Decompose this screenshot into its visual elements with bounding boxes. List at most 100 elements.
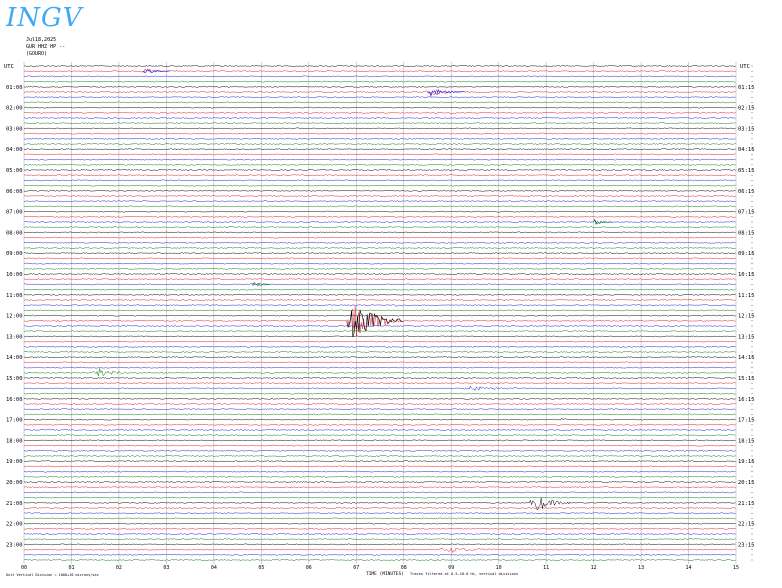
hour-label-right-11: 11:15 <box>738 293 755 299</box>
hour-label-7: 07:00 <box>6 210 23 216</box>
logo-text: INGV <box>6 3 84 33</box>
trace-tick-labels <box>751 65 753 561</box>
hour-label-right-16: 16:15 <box>738 397 755 403</box>
trace-69 <box>23 423 736 426</box>
x-axis-title: TIME (MINUTES) Traces filtered at 0.5-10.… <box>366 572 518 577</box>
trace-66 <box>23 408 736 411</box>
trace-23 <box>23 184 736 187</box>
trace-76 <box>23 460 736 463</box>
trace-86 <box>23 512 736 515</box>
hour-label-right-1: 01:15 <box>738 85 755 91</box>
trace-5 <box>23 89 736 98</box>
trace-50 <box>23 325 736 327</box>
trace-90 <box>23 533 736 535</box>
hour-label-2: 02:00 <box>6 106 23 112</box>
x-tick-05: 05 <box>258 565 264 571</box>
x-tick-02: 02 <box>116 565 122 571</box>
hour-label-4: 04:00 <box>6 147 23 153</box>
hour-label-right-23: 23:15 <box>738 542 755 548</box>
hour-label-right-12: 12:15 <box>738 314 755 320</box>
trace-12 <box>23 127 736 130</box>
hour-label-17: 17:00 <box>6 418 23 424</box>
trace-9 <box>23 111 736 114</box>
trace-4 <box>23 85 736 89</box>
hour-label-18: 18:00 <box>6 438 23 444</box>
trace-48 <box>23 314 736 317</box>
trace-62 <box>23 385 736 391</box>
hour-label-right-5: 05:15 <box>738 168 755 174</box>
filter-note: Traces filtered at 0.5-10.0 Hz, vertical… <box>409 572 519 576</box>
hour-label-right-8: 08:15 <box>738 230 755 236</box>
hour-label-11: 11:00 <box>6 293 23 299</box>
trace-1 <box>23 68 736 73</box>
hour-label-right-22: 22:15 <box>738 522 755 528</box>
x-tick-07: 07 <box>353 565 359 571</box>
trace-21 <box>23 174 736 177</box>
date-label: Jul18,2025 <box>26 37 57 43</box>
trace-58 <box>23 366 736 369</box>
hour-label-22: 22:00 <box>6 522 23 528</box>
site-label: (GOURO) <box>26 51 48 57</box>
trace-34 <box>23 241 736 244</box>
trace-89 <box>23 527 736 530</box>
hour-label-15: 15:00 <box>6 376 23 382</box>
hour-label-12: 12:00 <box>6 314 23 320</box>
utc-label-left: UTC <box>4 64 14 70</box>
x-tick-03: 03 <box>163 565 169 571</box>
hour-label-right-7: 07:15 <box>738 210 755 216</box>
x-axis-title-text: TIME (MINUTES) <box>366 572 404 577</box>
hour-label-right-6: 06:15 <box>738 189 755 195</box>
hour-label-21: 21:00 <box>6 501 23 507</box>
utc-label-right: UTC <box>740 64 750 70</box>
trace-82 <box>23 491 736 494</box>
hour-label-right-20: 20:15 <box>738 480 755 486</box>
trace-91 <box>23 538 736 541</box>
x-tick-06: 06 <box>306 565 312 571</box>
scale-note: Unit Vertical Division = 1000+10 microns… <box>6 573 99 577</box>
trace-95 <box>23 559 736 561</box>
x-tick-04: 04 <box>211 565 217 571</box>
trace-60 <box>23 377 736 379</box>
trace-35 <box>23 247 736 249</box>
trace-3 <box>23 80 736 83</box>
trace-16 <box>23 148 736 151</box>
trace-41 <box>23 278 736 281</box>
trace-84 <box>23 497 736 511</box>
time-axis: 00 01 02 03 04 05 06 07 08 09 10 11 12 13 14 15 <box>21 565 739 571</box>
trace-25 <box>23 195 736 197</box>
ingv-logo: INGV <box>6 3 84 33</box>
trace-37 <box>23 256 736 260</box>
trace-70 <box>23 429 736 431</box>
x-tick-09: 09 <box>448 565 454 571</box>
x-tick-00: 00 <box>21 565 27 571</box>
trace-68 <box>23 417 736 421</box>
trace-55 <box>23 351 736 353</box>
hour-label-right-14: 14:15 <box>738 355 755 361</box>
hour-label-right-19: 19:15 <box>738 459 755 465</box>
trace-28 <box>23 210 736 213</box>
trace-36 <box>23 252 736 255</box>
trace-74 <box>23 449 736 452</box>
trace-24 <box>23 189 736 192</box>
trace-19 <box>23 163 736 166</box>
hour-label-right-21: 21:15 <box>738 501 755 507</box>
hour-label-10: 10:00 <box>6 272 23 278</box>
trace-79 <box>23 475 736 478</box>
trace-67 <box>23 413 736 416</box>
trace-7 <box>23 101 736 104</box>
trace-22 <box>23 179 736 182</box>
trace-40 <box>23 273 736 275</box>
trace-73 <box>23 444 736 447</box>
trace-72 <box>23 439 736 442</box>
event-30-0 <box>593 218 612 225</box>
trace-65 <box>23 403 736 405</box>
trace-27 <box>23 205 736 208</box>
trace-92 <box>23 543 736 546</box>
trace-45 <box>23 299 736 301</box>
trace-18 <box>23 158 736 161</box>
trace-33 <box>23 236 736 239</box>
trace-57 <box>23 361 736 364</box>
trace-46 <box>23 304 736 308</box>
hour-label-23: 23:00 <box>6 542 23 548</box>
x-tick-12: 12 <box>591 565 597 571</box>
